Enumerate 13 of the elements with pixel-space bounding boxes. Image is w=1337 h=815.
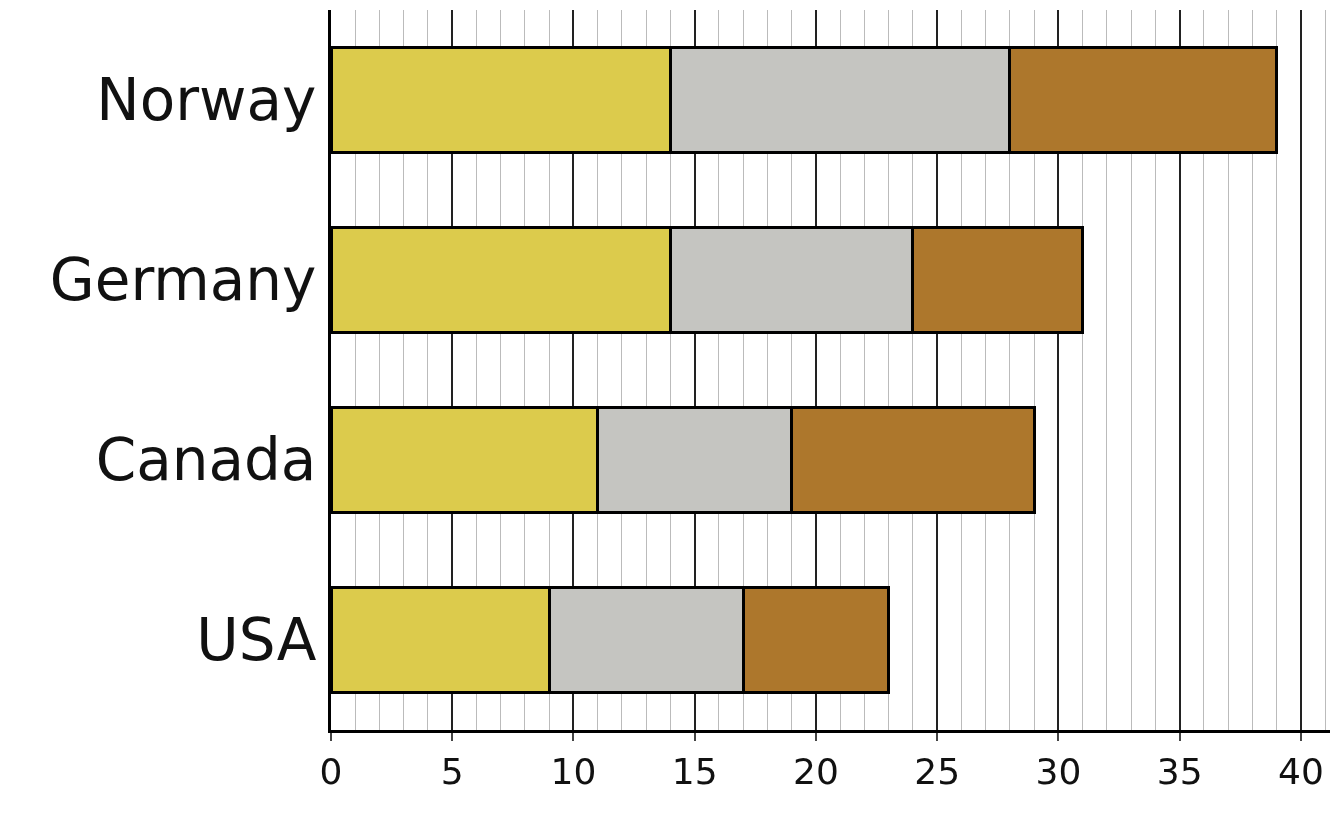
x-tick-label: 40	[1277, 751, 1324, 793]
x-tick-label: 5	[440, 751, 464, 793]
x-tick-label: 15	[671, 751, 718, 793]
y-tick-label: Canada	[95, 426, 317, 495]
y-tick-label: USA	[196, 606, 317, 675]
x-tick-label: 10	[550, 751, 597, 793]
x-tick-label: 0	[319, 751, 343, 793]
x-tick-label: 20	[793, 751, 839, 793]
y-tick-label: Norway	[96, 66, 317, 135]
x-tick-label: 30	[1035, 751, 1082, 793]
y-tick-label: Germany	[49, 246, 317, 315]
x-tick-label: 35	[1156, 751, 1203, 793]
x-tick-label: 25	[914, 751, 961, 793]
